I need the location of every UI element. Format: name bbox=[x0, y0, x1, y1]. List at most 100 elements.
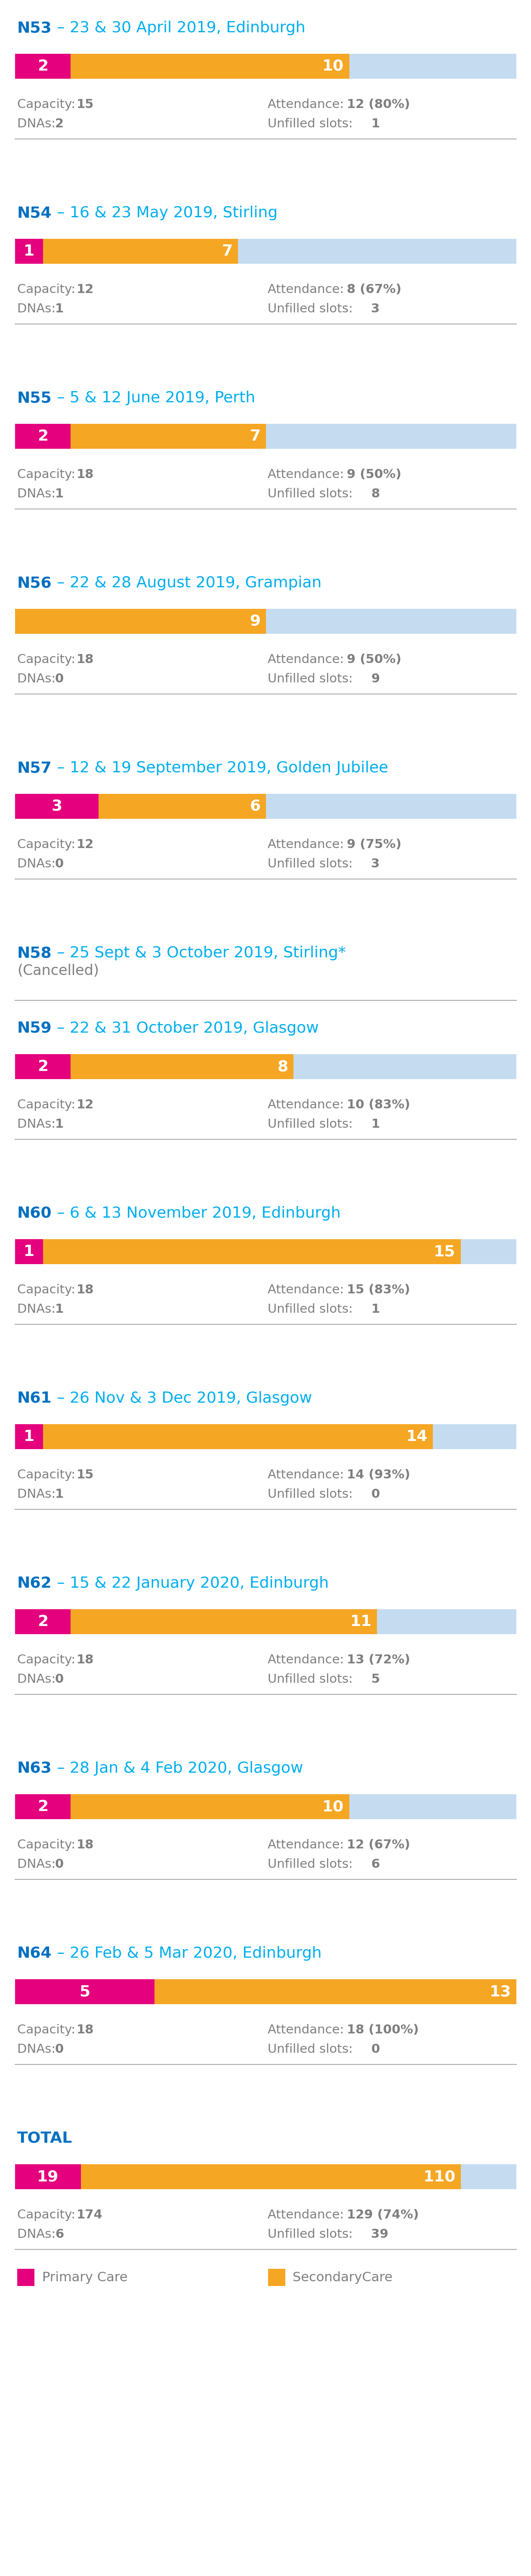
Text: 0: 0 bbox=[371, 1489, 380, 1499]
Text: 1: 1 bbox=[23, 1430, 35, 1445]
Text: 15: 15 bbox=[76, 98, 94, 111]
Text: 12: 12 bbox=[76, 1100, 94, 1110]
Text: 1: 1 bbox=[371, 1303, 380, 1316]
Bar bbox=[81, 2164, 461, 2190]
Bar bbox=[43, 240, 238, 263]
Text: 19: 19 bbox=[37, 2169, 59, 2184]
Text: TOTAL: TOTAL bbox=[17, 2130, 72, 2146]
Text: – 28 Jan & 4 Feb 2020, Glasgow: – 28 Jan & 4 Feb 2020, Glasgow bbox=[52, 1762, 303, 1775]
Text: Attendance:: Attendance: bbox=[268, 2025, 348, 2035]
Text: N53: N53 bbox=[17, 21, 52, 36]
Text: 10: 10 bbox=[322, 59, 344, 75]
Text: – 15 & 22 January 2020, Edinburgh: – 15 & 22 January 2020, Edinburgh bbox=[52, 1577, 329, 1592]
Bar bbox=[99, 793, 266, 819]
Text: SecondaryCare: SecondaryCare bbox=[293, 2272, 393, 2285]
Bar bbox=[15, 425, 516, 448]
Text: 18: 18 bbox=[76, 469, 94, 482]
Text: 110: 110 bbox=[423, 2169, 456, 2184]
Text: Primary Care: Primary Care bbox=[42, 2272, 127, 2285]
Text: 6: 6 bbox=[250, 799, 261, 814]
Text: 3: 3 bbox=[371, 858, 380, 871]
Text: 2: 2 bbox=[38, 1615, 48, 1628]
Text: 0: 0 bbox=[371, 2043, 380, 2056]
Bar bbox=[43, 1239, 461, 1265]
Text: DNAs:: DNAs: bbox=[17, 1674, 59, 1685]
Text: 1: 1 bbox=[55, 1118, 64, 1131]
Bar bbox=[17, 2269, 35, 2285]
Text: N61: N61 bbox=[17, 1391, 52, 1406]
Text: 6: 6 bbox=[371, 1857, 380, 1870]
Text: N57: N57 bbox=[17, 760, 52, 775]
Text: 1: 1 bbox=[55, 1489, 64, 1499]
Text: – 5 & 12 June 2019, Perth: – 5 & 12 June 2019, Perth bbox=[52, 392, 255, 404]
Text: 0: 0 bbox=[55, 1674, 64, 1685]
Text: 9 (50%): 9 (50%) bbox=[347, 469, 401, 482]
Text: 0: 0 bbox=[55, 2043, 64, 2056]
Text: DNAs:: DNAs: bbox=[17, 304, 59, 314]
Text: – 22 & 31 October 2019, Glasgow: – 22 & 31 October 2019, Glasgow bbox=[52, 1020, 319, 1036]
Bar bbox=[15, 1978, 516, 2004]
Text: N63: N63 bbox=[17, 1762, 52, 1775]
Text: Attendance:: Attendance: bbox=[268, 469, 348, 482]
Text: 5: 5 bbox=[79, 1984, 90, 1999]
Text: – 16 & 23 May 2019, Stirling: – 16 & 23 May 2019, Stirling bbox=[52, 206, 278, 222]
Text: Unfilled slots:: Unfilled slots: bbox=[268, 1857, 357, 1870]
Text: Unfilled slots:: Unfilled slots: bbox=[268, 304, 357, 314]
Text: Attendance:: Attendance: bbox=[268, 2210, 348, 2221]
Bar bbox=[15, 54, 71, 80]
Text: 1: 1 bbox=[55, 1303, 64, 1316]
Text: Capacity:: Capacity: bbox=[17, 469, 79, 482]
Text: 15 (83%): 15 (83%) bbox=[347, 1283, 410, 1296]
Text: Attendance:: Attendance: bbox=[268, 840, 348, 850]
Text: Capacity:: Capacity: bbox=[17, 2210, 79, 2221]
Text: 1: 1 bbox=[23, 245, 35, 258]
Text: 1: 1 bbox=[55, 304, 64, 314]
Bar bbox=[71, 1610, 377, 1633]
Text: 12: 12 bbox=[76, 283, 94, 296]
Text: 18: 18 bbox=[76, 1839, 94, 1852]
Text: N64: N64 bbox=[17, 1945, 52, 1960]
Text: 7: 7 bbox=[222, 245, 233, 258]
Bar bbox=[15, 1054, 516, 1079]
Bar bbox=[15, 608, 266, 634]
Bar bbox=[268, 2269, 285, 2285]
Bar bbox=[15, 1795, 516, 1819]
Text: 18: 18 bbox=[76, 654, 94, 665]
Text: Attendance:: Attendance: bbox=[268, 1468, 348, 1481]
Text: 6: 6 bbox=[55, 2228, 64, 2241]
Text: 14: 14 bbox=[406, 1430, 427, 1445]
Text: 18: 18 bbox=[76, 1654, 94, 1667]
Text: Attendance:: Attendance: bbox=[268, 1654, 348, 1667]
Text: 1: 1 bbox=[371, 1118, 380, 1131]
Text: 13: 13 bbox=[490, 1984, 511, 1999]
Text: 10 (83%): 10 (83%) bbox=[347, 1100, 410, 1110]
Text: 9: 9 bbox=[250, 613, 261, 629]
Text: 18: 18 bbox=[76, 2025, 94, 2035]
Text: 1: 1 bbox=[55, 487, 64, 500]
Text: Unfilled slots:: Unfilled slots: bbox=[268, 672, 357, 685]
Text: DNAs:: DNAs: bbox=[17, 2043, 59, 2056]
Text: DNAs:: DNAs: bbox=[17, 1857, 59, 1870]
Text: Capacity:: Capacity: bbox=[17, 283, 79, 296]
Text: 12 (80%): 12 (80%) bbox=[347, 98, 410, 111]
Text: 39: 39 bbox=[371, 2228, 389, 2241]
Text: 9: 9 bbox=[371, 672, 380, 685]
Text: DNAs:: DNAs: bbox=[17, 1118, 59, 1131]
Text: 15: 15 bbox=[76, 1468, 94, 1481]
Text: – 22 & 28 August 2019, Grampian: – 22 & 28 August 2019, Grampian bbox=[52, 574, 321, 590]
Text: DNAs:: DNAs: bbox=[17, 118, 59, 129]
Text: 18 (100%): 18 (100%) bbox=[347, 2025, 418, 2035]
Text: – 12 & 19 September 2019, Golden Jubilee: – 12 & 19 September 2019, Golden Jubilee bbox=[52, 760, 388, 775]
Text: 8 (67%): 8 (67%) bbox=[347, 283, 401, 296]
Text: Unfilled slots:: Unfilled slots: bbox=[268, 2043, 357, 2056]
Text: 0: 0 bbox=[55, 672, 64, 685]
Text: Capacity:: Capacity: bbox=[17, 1839, 79, 1852]
Text: N55: N55 bbox=[17, 392, 52, 404]
Text: Unfilled slots:: Unfilled slots: bbox=[268, 487, 357, 500]
Text: 12 (67%): 12 (67%) bbox=[347, 1839, 410, 1852]
Text: (Cancelled): (Cancelled) bbox=[17, 963, 99, 979]
Text: 1: 1 bbox=[23, 1244, 35, 1260]
Bar bbox=[15, 54, 516, 80]
Bar bbox=[15, 1610, 516, 1633]
Text: Capacity:: Capacity: bbox=[17, 2025, 79, 2035]
